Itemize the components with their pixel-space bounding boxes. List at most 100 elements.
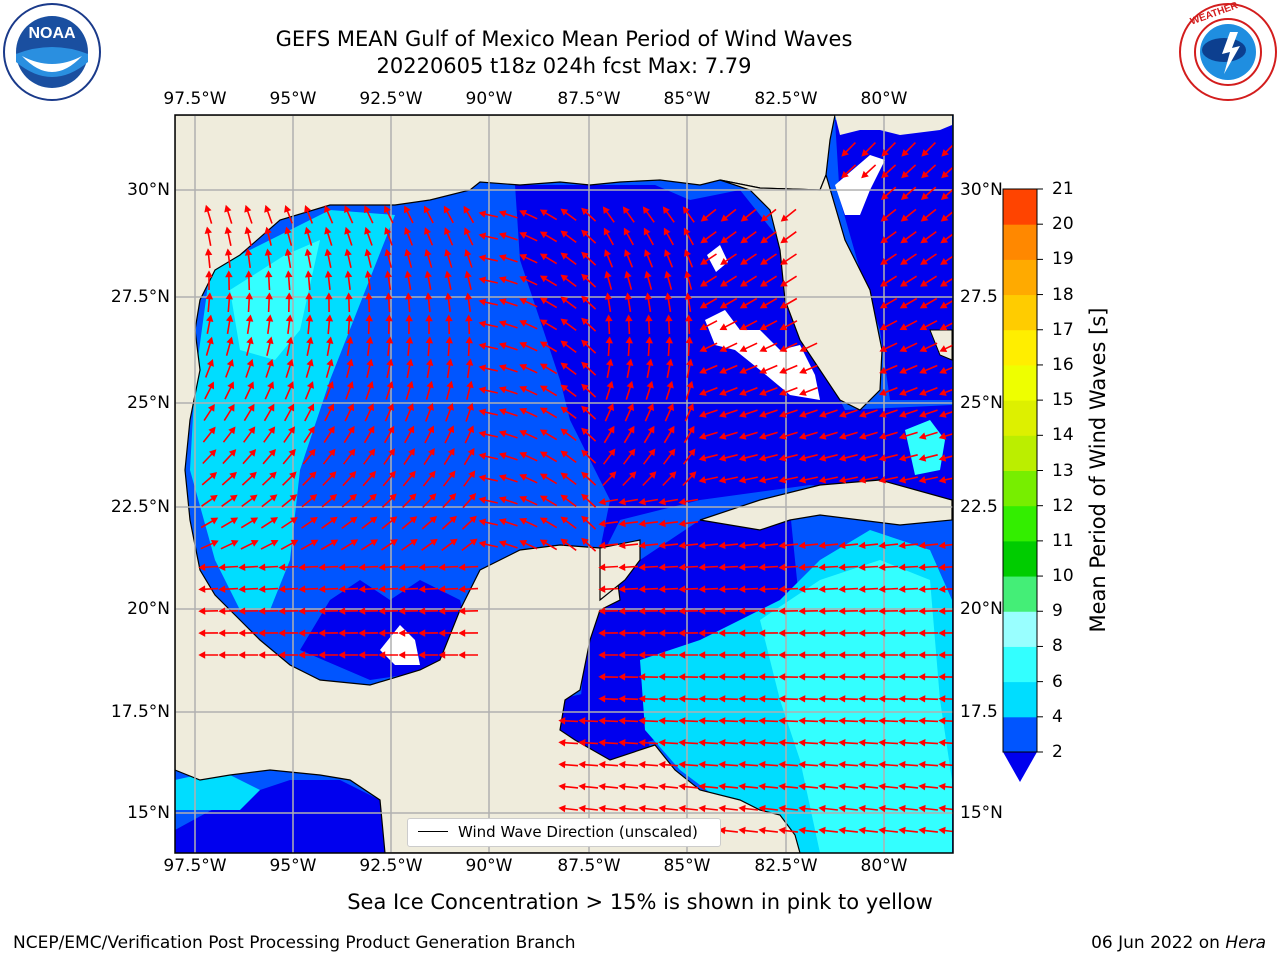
wave-direction-arrowhead <box>286 358 294 367</box>
wave-direction-arrowhead <box>458 585 466 593</box>
wave-direction-arrowhead <box>245 314 254 322</box>
wave-direction-arrowhead <box>688 471 697 479</box>
wave-direction-arrowhead <box>298 585 306 593</box>
wave-direction-arrowhead <box>560 318 569 326</box>
wave-direction-arrowhead <box>759 367 767 374</box>
wave-direction-arrowhead <box>445 314 453 322</box>
wave-direction-arrowhead <box>581 251 589 260</box>
wave-direction-arrowhead <box>307 403 315 412</box>
wave-direction-arrowhead <box>898 476 907 484</box>
wave-direction-arrowhead <box>358 629 366 637</box>
colorbar-segment <box>1003 329 1037 366</box>
wave-direction-arrowhead <box>443 205 451 214</box>
wave-direction-arrowhead <box>264 248 273 256</box>
wave-direction-arrowhead <box>618 585 626 593</box>
wave-direction-arrowhead <box>778 607 786 615</box>
wave-direction-arrowhead <box>478 518 487 526</box>
wave-direction-arrowhead <box>698 432 707 440</box>
wave-direction-arrowhead <box>738 410 747 418</box>
wave-direction-arrowhead <box>345 336 354 344</box>
wave-direction-arrowhead <box>258 607 266 615</box>
wave-direction-arrowhead <box>938 563 946 572</box>
wave-direction-arrowhead <box>284 248 293 256</box>
wave-direction-arrowhead <box>198 607 206 615</box>
wave-direction-arrowhead <box>307 426 315 434</box>
wave-direction-arrowhead <box>718 782 726 791</box>
wave-direction-arrowhead <box>818 454 827 462</box>
wave-direction-arrowhead <box>464 270 472 279</box>
wave-direction-arrowhead <box>468 493 477 501</box>
wave-direction-arrowhead <box>498 474 507 482</box>
wave-direction-arrowhead <box>349 516 358 524</box>
wave-direction-arrowhead <box>581 449 589 458</box>
land-yucatan <box>599 539 641 602</box>
wave-direction-arrowhead <box>278 651 286 659</box>
wave-direction-arrowhead <box>539 407 548 415</box>
wave-direction-arrowhead <box>638 782 646 791</box>
land-us-mexico-west <box>175 115 836 853</box>
wave-direction-arrowhead <box>718 563 726 572</box>
wave-direction-arrowhead <box>478 320 487 328</box>
wave-direction-arrowhead <box>646 380 654 389</box>
wave-direction-arrowhead <box>678 607 686 615</box>
wave-direction-arrowhead <box>389 516 398 524</box>
colorbar-tick-label: 20 <box>1052 214 1074 235</box>
wave-direction-arrowhead <box>278 585 286 593</box>
wave-direction-arrowhead <box>327 403 335 412</box>
wave-direction-arrowhead <box>365 292 373 300</box>
wave-direction-arrowhead <box>423 205 431 214</box>
wave-direction-arrowhead <box>666 380 674 389</box>
wind-wave-vectors <box>198 142 953 835</box>
wave-direction-arrowhead <box>900 192 909 201</box>
wave-direction-arrowhead <box>878 717 886 725</box>
wave-direction-arrowhead <box>878 695 886 703</box>
wave-direction-arrowhead <box>758 673 766 681</box>
wave-direction-arrowhead <box>642 206 650 215</box>
wave-direction-arrowhead <box>938 673 946 681</box>
wave-direction-arrowhead <box>838 541 846 550</box>
wave-direction-arrowhead <box>278 607 286 615</box>
wave-direction-arrowhead <box>838 760 846 769</box>
wave-direction-arrowhead <box>658 651 666 659</box>
wave-direction-arrowhead <box>618 497 626 506</box>
wave-direction-arrowhead <box>858 804 866 813</box>
wave-direction-arrowhead <box>646 358 654 366</box>
wave-direction-arrowhead <box>898 695 906 703</box>
wave-direction-arrowhead <box>467 425 474 434</box>
wave-direction-arrowhead <box>581 405 589 414</box>
wave-direction-arrowhead <box>205 270 213 278</box>
wave-direction-arrowhead <box>738 673 746 681</box>
wave-direction-arrowhead <box>418 607 426 615</box>
wave-direction-arrowhead <box>938 585 946 593</box>
wave-direction-arrowhead <box>347 403 355 412</box>
wave-direction-arrowhead <box>920 192 929 201</box>
wave-direction-arrowhead <box>227 381 235 390</box>
wave-direction-arrowhead <box>818 760 826 769</box>
wave-direction-arrowhead <box>758 476 767 484</box>
wave-direction-arrowhead <box>645 336 653 344</box>
wave-direction-arrowhead <box>878 826 886 835</box>
wave-direction-arrowhead <box>798 804 806 813</box>
wave-direction-arrowhead <box>739 345 748 352</box>
wave-direction-arrowhead <box>445 358 454 366</box>
wave-direction-arrowhead <box>428 493 437 501</box>
wave-direction-arrowhead <box>265 292 273 300</box>
wave-direction-arrowhead <box>478 210 487 218</box>
wave-direction-arrowhead <box>539 495 548 503</box>
land-cuba <box>699 479 953 531</box>
wave-direction-arrowhead <box>267 381 275 390</box>
wave-direction-arrowhead <box>778 629 786 637</box>
wave-direction-arrowhead <box>898 607 906 615</box>
wave-direction-arrowhead <box>938 541 946 550</box>
wave-direction-arrowhead <box>539 473 548 481</box>
wave-direction-arrowhead <box>330 539 339 547</box>
wave-direction-arrowhead <box>647 403 655 412</box>
wave-direction-arrowhead <box>560 494 569 502</box>
wave-direction-arrowhead <box>778 476 787 484</box>
map-frame <box>174 114 954 854</box>
dark-blue-region <box>515 185 952 760</box>
wave-direction-arrowhead <box>858 563 866 572</box>
date-stamp: 06 Jun 2022 on Hera <box>1091 933 1266 953</box>
wave-direction-arrowhead <box>365 314 373 322</box>
